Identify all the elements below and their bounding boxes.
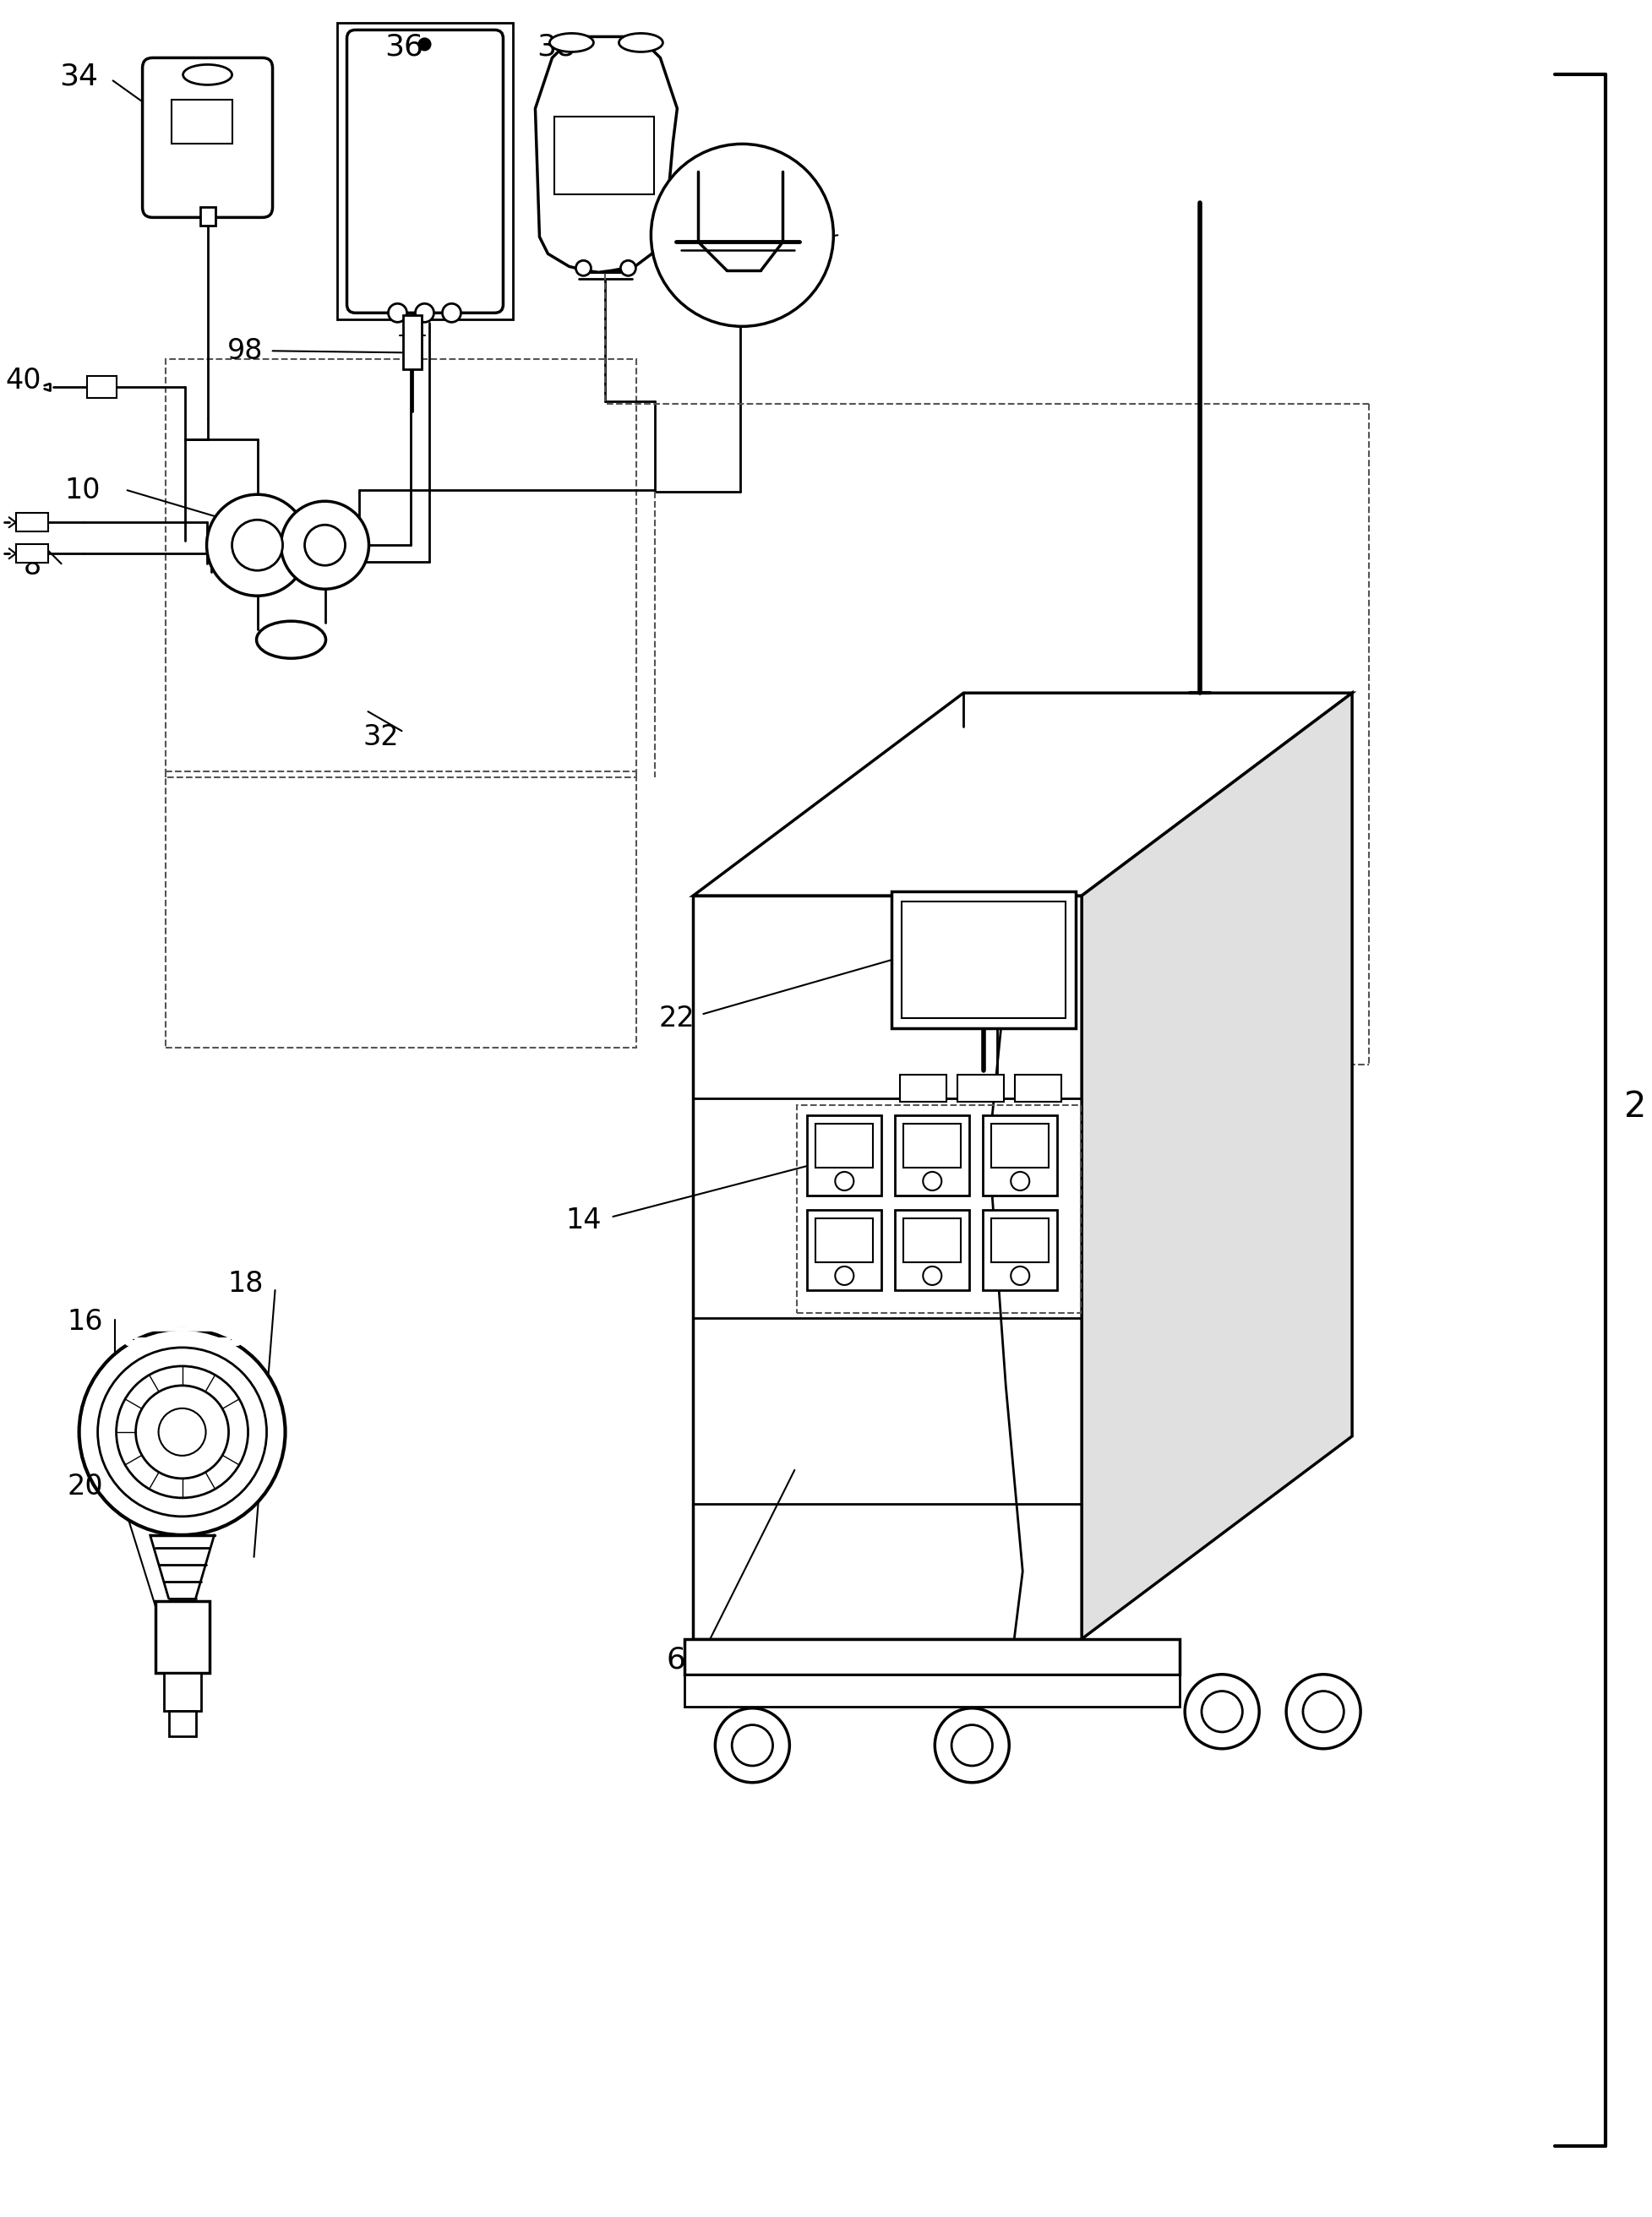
Circle shape [79,1328,286,1534]
Bar [983,1210,1057,1290]
Text: 22: 22 [657,1004,694,1033]
Bar [686,1674,1180,1707]
Bar [808,1115,882,1195]
Circle shape [923,1173,942,1191]
Text: 16: 16 [68,1308,102,1337]
Ellipse shape [620,33,662,51]
Bar [798,1104,1080,1312]
Circle shape [621,262,636,275]
Bar [165,359,636,772]
Circle shape [281,501,368,590]
Bar [991,1219,1049,1261]
Text: 18: 18 [228,1270,263,1299]
Bar [17,545,48,563]
Bar [900,1075,947,1102]
Text: 32: 32 [363,723,398,752]
Bar [17,512,48,532]
Polygon shape [694,896,1082,1638]
Bar [904,1124,961,1168]
Ellipse shape [550,33,593,51]
Circle shape [577,262,591,275]
Bar [403,315,421,370]
Polygon shape [694,694,1351,896]
Circle shape [415,304,434,321]
Circle shape [304,525,345,565]
Circle shape [1011,1266,1029,1286]
Polygon shape [1082,694,1351,1638]
Bar [164,1672,202,1712]
Text: 12: 12 [776,231,813,259]
Circle shape [135,1386,228,1479]
Bar [555,118,654,195]
Bar [169,1712,195,1736]
Bar [686,1638,1180,1674]
Circle shape [732,1725,773,1765]
Bar [958,1075,1004,1102]
Circle shape [231,519,282,570]
Bar [816,1219,874,1261]
Circle shape [443,304,461,321]
Circle shape [116,1366,248,1499]
Circle shape [1011,1173,1029,1191]
Bar [155,1601,210,1672]
Text: 10: 10 [64,477,101,503]
Circle shape [715,1707,790,1782]
Text: 6: 6 [667,1645,686,1674]
Text: 98: 98 [228,337,263,366]
Bar [816,1124,874,1168]
Ellipse shape [256,621,325,658]
Circle shape [1303,1692,1343,1731]
Bar [895,1210,970,1290]
Bar [892,891,1075,1029]
Bar [983,1115,1057,1195]
Bar [1014,1075,1062,1102]
Bar [991,1124,1049,1168]
FancyBboxPatch shape [347,31,504,313]
Circle shape [923,1266,942,1286]
Circle shape [952,1725,993,1765]
Circle shape [206,494,307,596]
Circle shape [651,144,834,326]
Bar [895,1115,970,1195]
Bar [808,1210,882,1290]
Bar [200,208,215,226]
Circle shape [1201,1692,1242,1731]
Text: 40: 40 [5,366,41,395]
Bar [904,1219,961,1261]
Bar [165,778,636,1049]
Circle shape [97,1348,266,1516]
Circle shape [935,1707,1009,1782]
Circle shape [388,304,406,321]
Text: 20: 20 [68,1472,102,1501]
Text: 38: 38 [537,33,577,62]
Circle shape [1287,1674,1361,1749]
Circle shape [418,38,431,51]
FancyBboxPatch shape [142,58,273,217]
Bar [172,100,231,144]
Text: 34: 34 [59,62,99,91]
Text: 36: 36 [385,33,425,62]
Text: 2: 2 [1624,1089,1647,1124]
Bar [902,902,1066,1018]
Polygon shape [535,38,677,273]
Ellipse shape [183,64,231,84]
Bar [337,22,514,319]
Circle shape [159,1408,206,1457]
Circle shape [836,1266,854,1286]
Text: 8: 8 [23,552,41,581]
Circle shape [1184,1674,1259,1749]
Circle shape [836,1173,854,1191]
Bar [86,377,116,399]
Text: 14: 14 [565,1206,601,1235]
